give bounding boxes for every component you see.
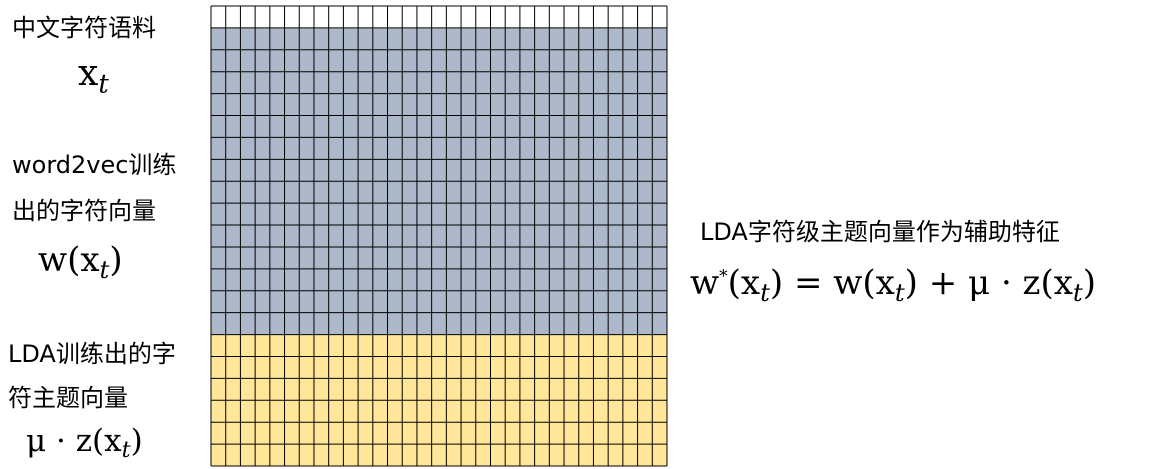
word2vec-label-line1: word2vec训练	[12, 151, 177, 179]
lda-label-line1: LDA训练出的字	[8, 340, 176, 368]
corpus-formula: xt	[78, 56, 109, 98]
t-subscript: t	[98, 69, 109, 100]
combined-formula: w*(xt) = w(xt) + μ · z(xt)	[690, 263, 1097, 307]
word2vec-label-line2: 出的字符向量	[12, 197, 156, 225]
right-title: LDA字符级主题向量作为辅助特征	[700, 218, 1060, 246]
corpus-label: 中文字符语料	[12, 14, 156, 42]
word2vec-formula: w(xt)	[38, 240, 123, 284]
lda-label-line2: 符主题向量	[8, 384, 128, 412]
header-row-block	[211, 6, 667, 28]
x-symbol: x	[78, 53, 99, 94]
lda-formula: μ · z(xt)	[26, 423, 143, 464]
